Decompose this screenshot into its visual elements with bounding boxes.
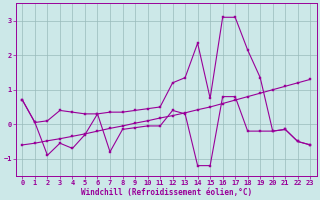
X-axis label: Windchill (Refroidissement éolien,°C): Windchill (Refroidissement éolien,°C) [81, 188, 252, 197]
